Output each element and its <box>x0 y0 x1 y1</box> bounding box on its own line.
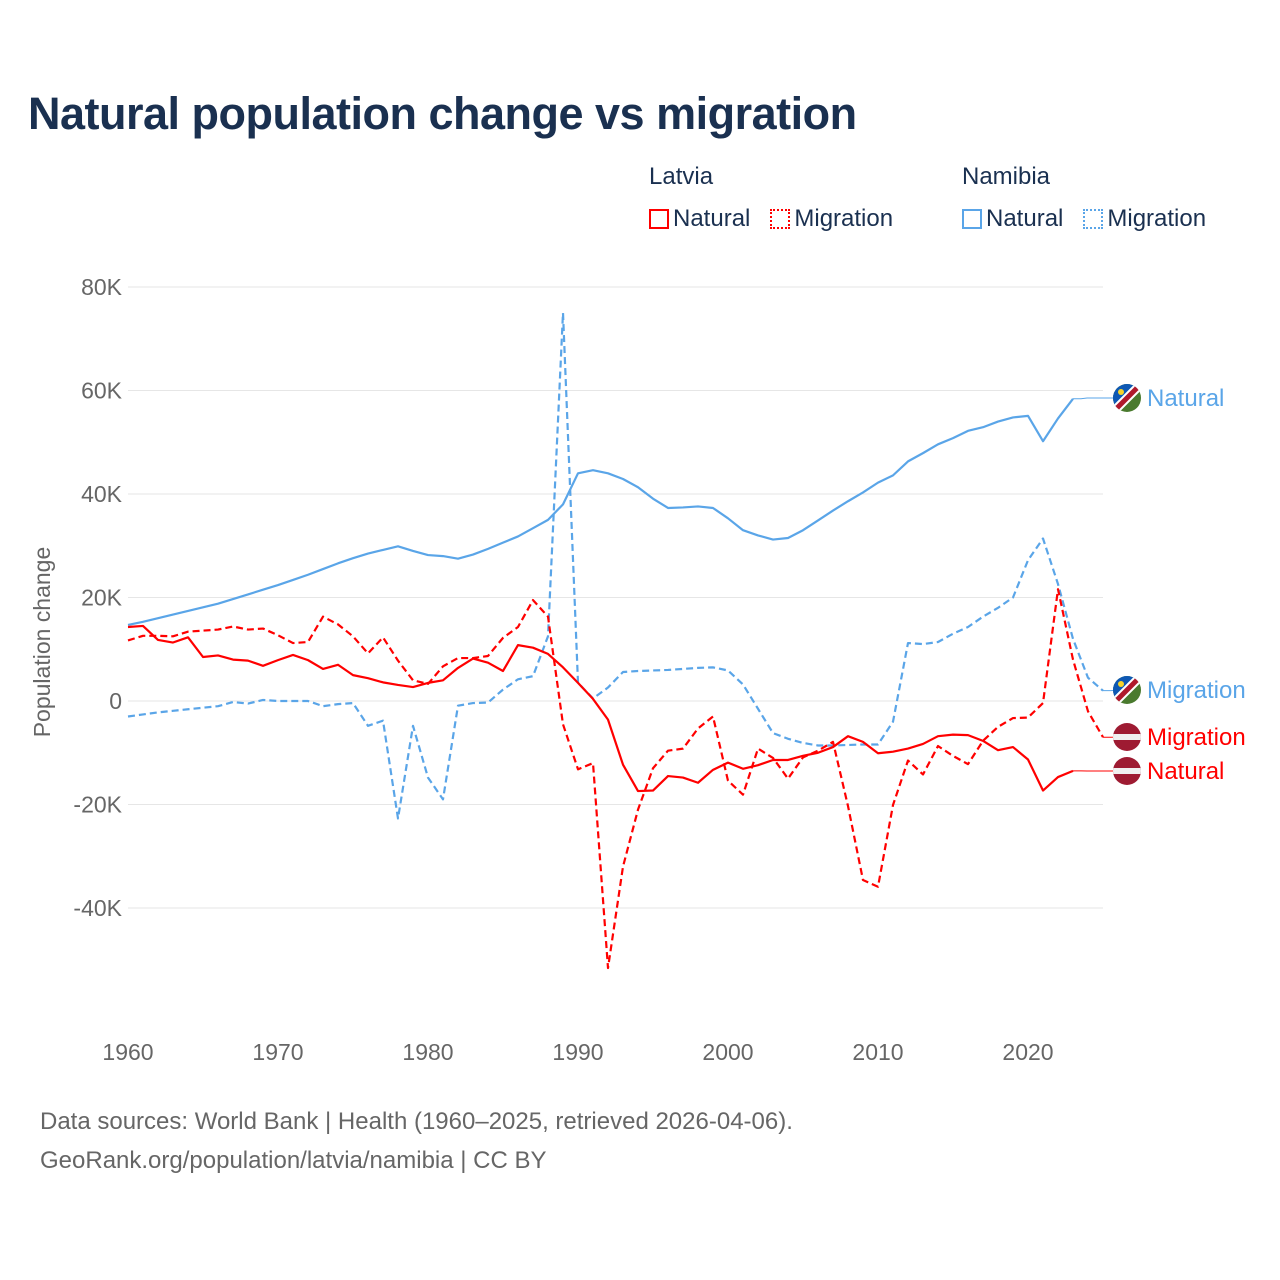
series-line-namibia-natural[interactable] <box>127 398 1074 627</box>
namibia-flag-icon <box>1113 384 1141 412</box>
legend-item-latvia-natural[interactable]: Natural <box>649 205 750 233</box>
end-label: Natural <box>1147 385 1224 412</box>
namibia-flag-icon <box>1113 676 1141 704</box>
gridlines <box>128 286 1103 909</box>
label-connector <box>1073 397 1113 400</box>
legend-latvia: Latvia Natural Migration <box>649 163 913 233</box>
series-line-latvia-natural[interactable] <box>127 624 1074 793</box>
x-tick-label: 1980 <box>402 1039 453 1065</box>
x-axis-ticks: 1960 1970 1980 1990 2000 2010 2020 <box>102 1039 1053 1065</box>
latvia-flag-icon <box>1113 757 1141 785</box>
source-note: Data sources: World Bank | Health (1960–… <box>40 1108 793 1135</box>
y-axis-ticks: 80K 60K 40K 20K 0 -20K -40K <box>73 274 122 921</box>
dotted-swatch-icon <box>770 209 791 229</box>
series-line-latvia-migration[interactable] <box>127 588 1104 970</box>
chart-title: Natural population change vs migration <box>28 88 857 139</box>
end-label: Migration <box>1147 724 1246 751</box>
y-axis-label: Population change <box>29 547 55 738</box>
solid-swatch-icon <box>962 209 982 229</box>
legend-label: Natural <box>986 205 1064 232</box>
x-tick-label: 2020 <box>1002 1039 1053 1065</box>
legend-item-namibia-natural[interactable]: Natural <box>962 205 1063 233</box>
dotted-swatch-icon <box>1083 209 1104 229</box>
legend-namibia: Namibia Natural Migration <box>962 163 1206 233</box>
x-tick-label: 2010 <box>852 1039 903 1065</box>
y-tick-label: 80K <box>81 274 123 300</box>
legend-item-namibia-migration[interactable]: Migration <box>1083 205 1206 233</box>
x-tick-label: 1990 <box>552 1039 603 1065</box>
legend-label: Natural <box>673 205 751 232</box>
end-label: Natural <box>1147 758 1224 785</box>
y-tick-label: -20K <box>73 792 122 818</box>
solid-swatch-icon <box>649 209 669 229</box>
x-tick-label: 2000 <box>702 1039 753 1065</box>
attribution-link[interactable]: GeoRank.org/population/latvia/namibia | … <box>40 1147 547 1174</box>
end-labels: Natural Migration Migration Natural <box>1073 384 1246 785</box>
x-tick-label: 1970 <box>252 1039 303 1065</box>
end-label: Migration <box>1147 677 1246 704</box>
latvia-flag-icon <box>1113 723 1141 751</box>
y-tick-label: 40K <box>81 481 123 507</box>
y-tick-label: -40K <box>73 895 122 921</box>
legend-label: Migration <box>1107 205 1207 232</box>
legend-item-latvia-migration[interactable]: Migration <box>770 205 893 233</box>
x-tick-label: 1960 <box>102 1039 153 1065</box>
series-line-namibia-migration[interactable] <box>127 311 1104 820</box>
y-tick-label: 60K <box>81 378 123 404</box>
y-tick-label: 0 <box>109 688 122 714</box>
series-lines <box>127 311 1104 970</box>
legend-country-latvia: Latvia <box>649 163 714 190</box>
y-tick-label: 20K <box>81 585 123 611</box>
legend-country-namibia: Namibia <box>962 163 1051 190</box>
legend-label: Migration <box>794 205 894 232</box>
